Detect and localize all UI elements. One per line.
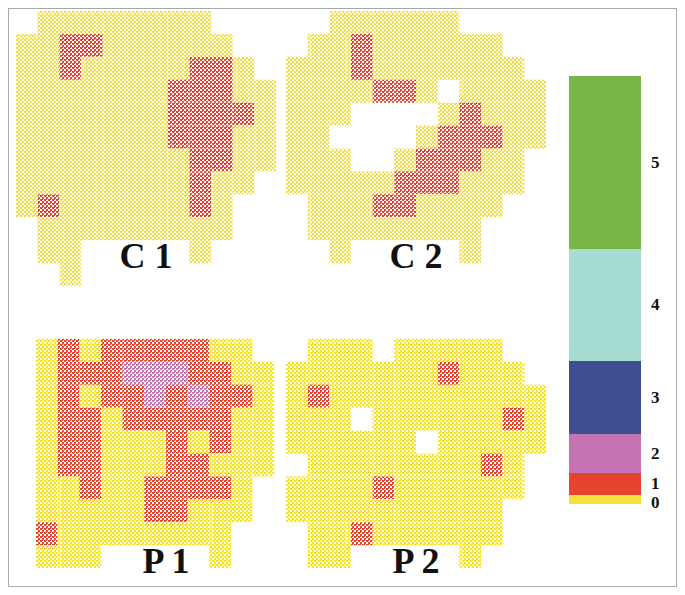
svg-text:5: 5 [651,153,660,172]
svg-text:1: 1 [651,474,660,493]
svg-text:3: 3 [651,388,660,407]
html-text:P 2: P 2 [392,541,440,581]
svg-text:2: 2 [651,444,660,463]
html-text:P 1: P 1 [142,541,190,581]
html-text:C 1: C 1 [119,236,173,276]
html-text:C 2: C 2 [389,236,443,276]
svg-text:4: 4 [651,295,660,314]
svg-text:0: 0 [651,493,660,512]
